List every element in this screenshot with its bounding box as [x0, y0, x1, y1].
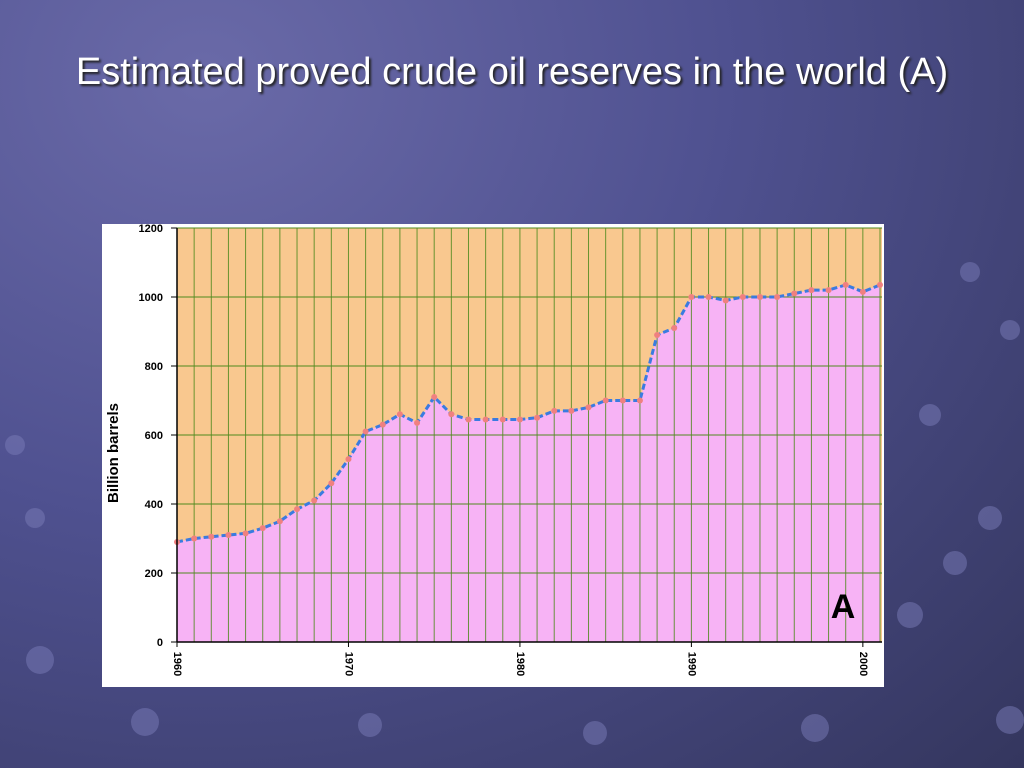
data-point — [619, 397, 626, 404]
data-point — [414, 419, 421, 426]
data-point — [311, 497, 318, 504]
data-point — [328, 480, 335, 487]
data-point — [877, 281, 883, 288]
y-tick-label: 400 — [145, 499, 163, 511]
data-point — [705, 294, 712, 300]
x-tick-label: 2000 — [857, 652, 869, 676]
data-point — [585, 404, 592, 411]
x-tick-label: 1990 — [685, 652, 697, 676]
data-point — [859, 288, 866, 295]
data-point — [208, 533, 215, 540]
data-point — [242, 530, 249, 537]
data-point — [431, 394, 438, 401]
data-point — [722, 297, 729, 304]
data-point — [842, 281, 849, 288]
data-point — [808, 287, 815, 294]
data-point — [791, 290, 798, 297]
data-point — [688, 294, 695, 300]
data-point — [448, 411, 455, 418]
data-point — [259, 525, 266, 532]
data-point — [568, 407, 575, 414]
data-point — [774, 294, 781, 300]
y-tick-label: 1000 — [139, 292, 163, 304]
y-axis-label: Billion barrels — [105, 403, 122, 503]
data-point — [482, 416, 489, 423]
annotation: A — [831, 588, 856, 626]
data-point — [636, 397, 643, 404]
y-tick-label: 0 — [157, 637, 163, 649]
data-point — [739, 294, 746, 300]
y-tick-label: 600 — [145, 430, 163, 442]
data-point — [191, 535, 198, 542]
data-point — [534, 414, 541, 421]
data-point — [465, 416, 472, 423]
x-tick-label: 1960 — [171, 652, 183, 676]
data-point — [396, 411, 403, 418]
data-point — [551, 407, 558, 414]
data-point — [379, 421, 386, 428]
data-point — [602, 397, 609, 404]
area-fill — [177, 284, 880, 642]
decor — [5, 262, 1024, 745]
y-tick-label: 200 — [145, 568, 163, 580]
x-tick-label: 1980 — [514, 652, 526, 676]
data-point — [499, 416, 506, 423]
data-point — [756, 294, 763, 300]
data-point — [345, 456, 352, 463]
data-point — [225, 532, 232, 539]
data-point — [294, 506, 301, 513]
data-point — [825, 287, 832, 294]
data-point — [276, 518, 283, 525]
x-tick-label: 1970 — [343, 652, 355, 676]
data-point — [516, 416, 523, 423]
data-point — [362, 428, 369, 435]
slide-title: Estimated proved crude oil reserves in t… — [75, 51, 949, 93]
y-tick-label: 800 — [145, 361, 163, 373]
data-point — [671, 325, 678, 332]
data-point — [654, 331, 661, 338]
y-tick-label: 1200 — [139, 223, 163, 235]
